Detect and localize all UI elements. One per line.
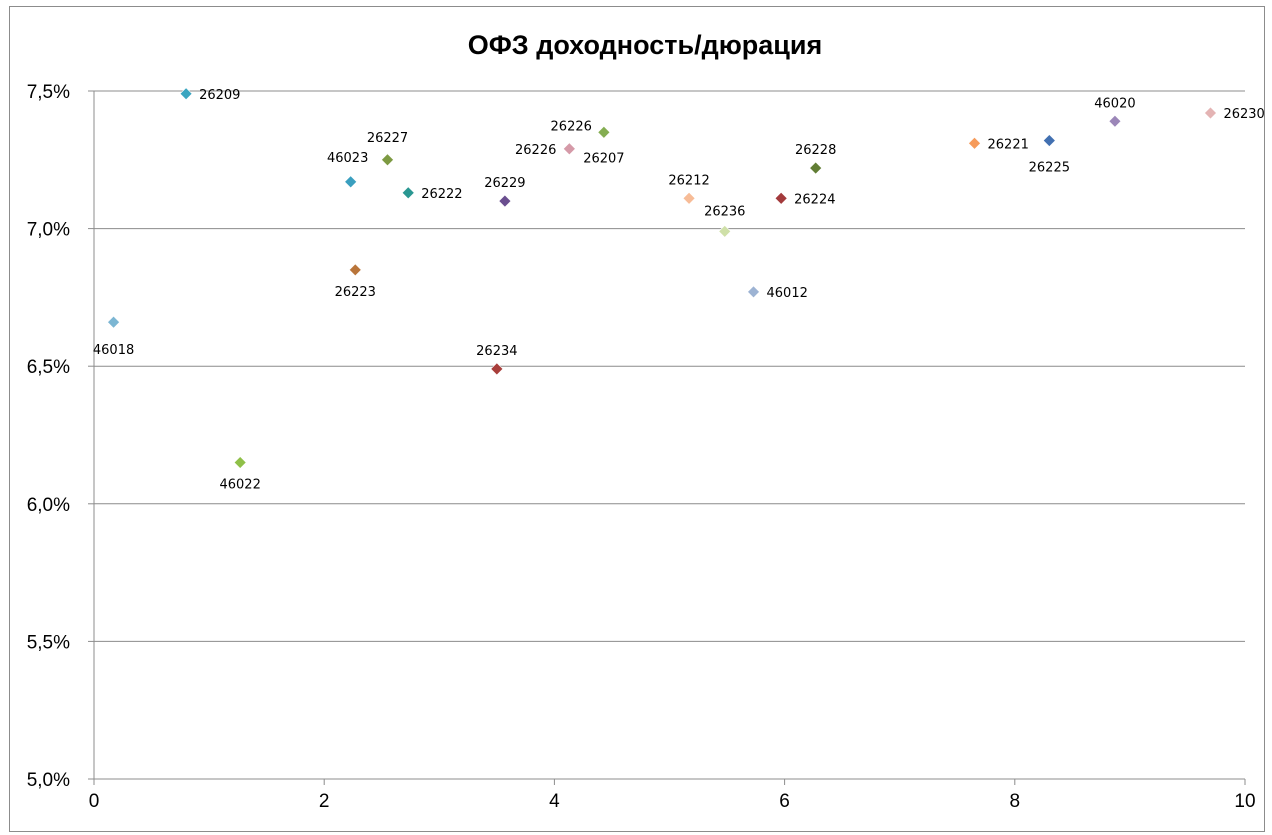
- data-point-26229: [498, 194, 512, 208]
- data-label-26222: 26222: [421, 187, 462, 202]
- data-label-26225: 26225: [1029, 161, 1070, 176]
- y-tick-label: 5,0%: [27, 770, 70, 791]
- data-label-26229: 26229: [484, 176, 525, 191]
- data-point-26212: [682, 191, 696, 205]
- data-point-46023: [344, 175, 358, 189]
- data-label-26224: 26224: [794, 192, 835, 207]
- x-tick-label: 2: [319, 791, 330, 812]
- x-tick-label: 6: [779, 791, 790, 812]
- data-point-26222: [401, 186, 415, 200]
- data-points: [107, 87, 1217, 469]
- data-point-26230: [1204, 106, 1217, 120]
- data-label-26226: 26226: [551, 119, 592, 134]
- x-tick-label: 10: [1234, 791, 1255, 812]
- data-point-46020: [1108, 114, 1122, 128]
- data-label-26221: 26221: [988, 137, 1029, 152]
- data-point-26236: [718, 224, 732, 238]
- y-tick-label: 5,5%: [27, 632, 70, 653]
- data-label-46012: 46012: [767, 286, 808, 301]
- data-point-26221: [968, 136, 981, 150]
- data-point-26228: [809, 161, 823, 175]
- data-label-26234: 26234: [476, 344, 517, 359]
- chart-frame: [9, 6, 1265, 832]
- data-label-26212: 26212: [668, 173, 709, 188]
- data-label-26236: 26236: [704, 204, 745, 219]
- data-label-26226: 26226: [515, 143, 556, 158]
- data-label-46022: 46022: [219, 478, 260, 493]
- data-label-26207: 26207: [583, 151, 624, 166]
- data-labels: 46018 26209 46022 46023 26223 26227 26222 26234…: [93, 88, 1265, 493]
- x-tick-label: 0: [89, 791, 100, 812]
- y-tick-label: 7,0%: [27, 220, 70, 241]
- data-point-26225: [1042, 134, 1056, 147]
- data-label-26209: 26209: [199, 88, 240, 103]
- chart-title: ОФЗ доходность/дюрация: [468, 30, 822, 60]
- data-point-26227: [381, 153, 394, 167]
- y-tick-label: 7,5%: [27, 82, 70, 103]
- data-point-26209: [179, 87, 193, 101]
- data-point-26223: [348, 263, 362, 277]
- data-point-46012: [747, 285, 760, 299]
- data-label-26223: 26223: [335, 285, 376, 300]
- data-point-26234: [490, 362, 504, 376]
- x-tick-label: 8: [1010, 791, 1021, 812]
- tick-labels: 5,0% 5,5% 6,0% 6,5% 7,0% 7,5% 0 2 4 6 8 10: [27, 82, 1256, 812]
- y-tick-label: 6,5%: [27, 357, 70, 378]
- data-label-26227: 26227: [367, 131, 408, 146]
- data-label-26228: 26228: [795, 143, 836, 158]
- y-tick-label: 6,0%: [27, 495, 70, 516]
- data-label-26230: 26230: [1223, 107, 1264, 122]
- data-point-46022: [233, 456, 247, 469]
- data-point-26226: [597, 125, 611, 139]
- data-point-26226: [562, 142, 576, 156]
- data-label-46023: 46023: [327, 151, 368, 166]
- data-point-26224: [774, 191, 788, 205]
- gridlines: [94, 90, 1245, 780]
- data-label-46018: 46018: [93, 343, 134, 358]
- data-label-46020: 46020: [1094, 96, 1135, 111]
- data-point-46018: [107, 315, 120, 329]
- axes: [88, 90, 1246, 785]
- x-tick-label: 4: [549, 791, 560, 812]
